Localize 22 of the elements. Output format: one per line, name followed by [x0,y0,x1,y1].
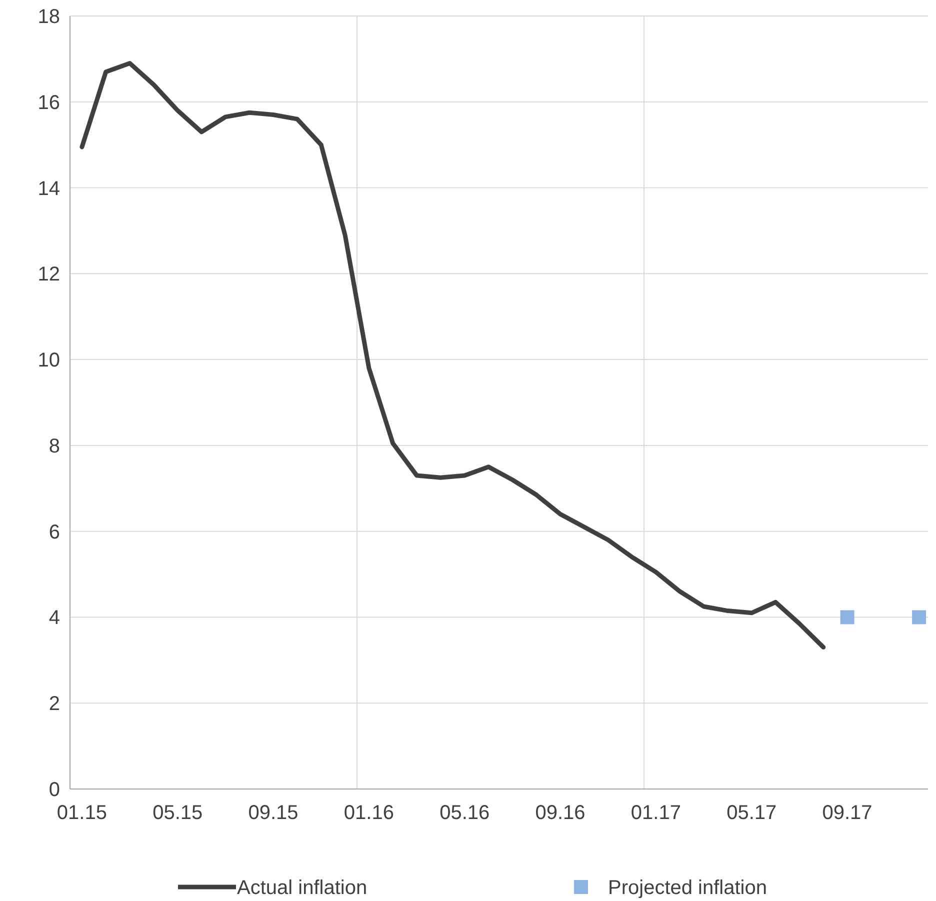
x-tick-label: 09.15 [248,802,298,824]
y-tick-label: 0 [48,779,60,801]
x-tick-label: 05.15 [152,802,203,824]
y-tick-label: 18 [38,6,60,28]
y-tick-label: 16 [38,92,60,114]
x-tick-label: 01.16 [344,802,394,824]
x-tick-label: 09.17 [822,802,872,824]
y-tick-label: 8 [48,435,60,458]
line-series [80,60,826,650]
legend-label: Actual inflation [237,877,368,899]
y-tick-label: 14 [38,178,60,200]
x-tick-label: 05.16 [440,802,490,824]
y-tick-label: 2 [48,693,60,716]
x-tick-label: 01.15 [56,802,107,824]
y-tick-label: 10 [38,350,60,372]
x-tick-label: 05.17 [726,802,777,824]
x-tick-label: 01.17 [630,802,681,824]
y-tick-label: 12 [38,264,60,286]
y-tick-label: 4 [48,607,60,630]
legend-label: Projected inflation [608,877,767,899]
y-tick-label: 6 [48,521,60,544]
x-tick-label: 09.16 [535,802,586,824]
